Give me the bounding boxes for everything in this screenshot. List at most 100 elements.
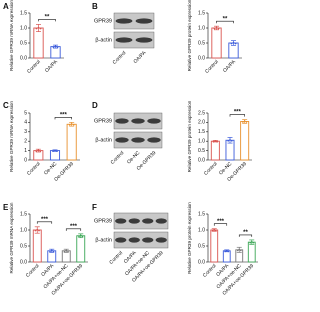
data-dot xyxy=(56,150,58,152)
y-tick-label: 0.0 xyxy=(198,55,205,61)
y-tick-label: 0.5 xyxy=(198,243,205,249)
data-dot xyxy=(72,124,75,126)
data-dot xyxy=(234,42,237,45)
blot-band xyxy=(135,37,153,43)
significance-label: *** xyxy=(217,219,225,225)
y-tick-label: 1.5 xyxy=(198,10,205,16)
data-dot xyxy=(52,250,55,253)
bar xyxy=(210,140,220,161)
data-dot xyxy=(211,229,214,232)
data-dot xyxy=(65,249,68,252)
data-dot xyxy=(229,139,231,141)
data-dot xyxy=(230,140,233,142)
data-dot xyxy=(213,228,216,231)
y-axis-label: Relative GPR39 mRNA expression xyxy=(9,101,14,172)
data-dot xyxy=(249,241,252,244)
blot-strip xyxy=(113,31,155,49)
significance-label: *** xyxy=(41,217,49,223)
data-dot xyxy=(213,27,216,30)
x-tick-label: Control xyxy=(202,263,218,279)
blot-row-label: GPR39 xyxy=(94,218,112,224)
significance-label: *** xyxy=(70,224,78,230)
data-dot xyxy=(214,140,217,142)
data-dot xyxy=(37,26,40,29)
y-tick-label: 0.5 xyxy=(20,40,27,46)
data-dot xyxy=(52,46,55,48)
blot-row-label: GPR39 xyxy=(94,18,112,24)
bar xyxy=(66,123,77,161)
data-dot xyxy=(239,249,242,252)
blot-band xyxy=(115,137,129,143)
blot-strip xyxy=(113,231,169,249)
bar xyxy=(210,229,219,263)
x-tick-label: Control xyxy=(204,59,220,75)
data-dot xyxy=(232,41,235,44)
x-tick-label: Oe-NC xyxy=(43,161,59,177)
y-axis-label: Relative GPR39 protein expression xyxy=(187,100,192,172)
blot-band xyxy=(115,218,127,224)
significance-label: *** xyxy=(234,110,242,116)
y-tick-label: 1.0 xyxy=(20,25,27,31)
significance-label: ** xyxy=(223,16,228,22)
blot-band xyxy=(147,137,161,143)
bar xyxy=(76,235,86,263)
significance-bracket xyxy=(213,223,228,226)
data-dot xyxy=(68,124,71,126)
data-dot xyxy=(224,250,227,253)
blot-band xyxy=(131,118,145,124)
data-dot xyxy=(39,27,42,30)
data-dot xyxy=(245,121,248,123)
blot-strip xyxy=(113,12,155,30)
blot-band xyxy=(147,118,161,124)
y-tick-label: 1.0 xyxy=(198,25,205,31)
blot-lane-label: Control xyxy=(112,50,128,66)
bar xyxy=(240,121,250,161)
data-dot xyxy=(243,120,246,122)
data-dot xyxy=(212,141,215,143)
data-dot xyxy=(36,228,39,231)
blot-lane-label: OA/PA xyxy=(133,50,148,65)
bar xyxy=(222,250,231,263)
x-tick-label: Control xyxy=(26,161,42,177)
panel-label: A xyxy=(3,2,9,11)
data-dot xyxy=(70,123,73,125)
blot-band xyxy=(155,218,167,224)
data-dot xyxy=(81,235,84,238)
x-tick-label: Control xyxy=(203,161,219,177)
significance-bracket xyxy=(38,19,56,22)
blot-lane-label: Control xyxy=(110,150,126,166)
data-dot xyxy=(49,250,51,253)
y-tick-label: 0.5 xyxy=(198,40,205,46)
blot-band xyxy=(131,137,145,143)
data-dot xyxy=(227,140,230,142)
x-tick-label: OA/PA xyxy=(222,59,237,74)
blot-row-label: β-actin xyxy=(95,137,112,143)
y-tick-label: 0.5 xyxy=(20,243,27,249)
significance-label: ** xyxy=(45,14,50,20)
data-dot xyxy=(54,45,57,47)
y-tick-label: 0.0 xyxy=(20,259,27,265)
data-dot xyxy=(79,234,82,237)
panel-label: C xyxy=(3,101,9,110)
data-dot xyxy=(52,150,54,152)
data-dot xyxy=(78,235,80,238)
y-tick-label: 1.0 xyxy=(198,227,205,233)
data-dot xyxy=(67,250,69,253)
panel-label: F xyxy=(92,203,97,212)
y-axis-label: Relative GPR39 mRNA expression xyxy=(9,0,14,71)
significance-label: ** xyxy=(243,230,248,236)
data-dot xyxy=(35,150,38,152)
significance-bracket xyxy=(54,117,72,120)
blot-band xyxy=(135,18,153,24)
y-axis-label: Relative GPR39 protein expression xyxy=(187,0,192,71)
blot-band xyxy=(142,218,154,224)
x-tick-label: Control xyxy=(26,59,42,75)
significance-bracket xyxy=(65,228,82,231)
blot-row-label: β-actin xyxy=(95,237,112,243)
y-tick-label: 1.5 xyxy=(198,211,205,217)
data-dot xyxy=(216,141,218,143)
x-tick-label: Control xyxy=(25,263,41,279)
bar xyxy=(33,27,44,59)
y-tick-label: 0.0 xyxy=(198,157,205,163)
data-dot xyxy=(38,229,40,232)
